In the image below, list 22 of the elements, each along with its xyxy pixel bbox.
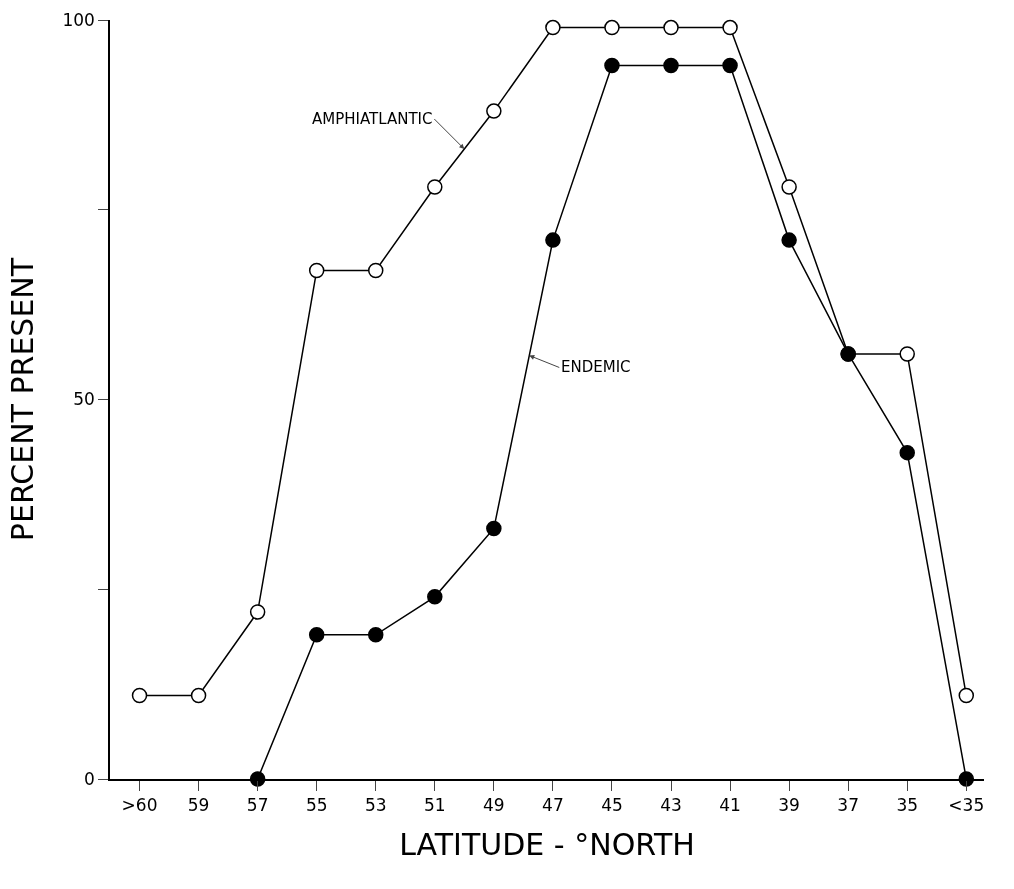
x-tick-label: 53 <box>364 795 387 816</box>
x-tick-label: 41 <box>719 795 741 816</box>
x-tick-label: 59 <box>187 795 210 816</box>
text: AMPHIATLANTIC <box>312 110 433 128</box>
x-tick-label: 37 <box>837 795 859 816</box>
x-tick-label: 55 <box>305 795 328 816</box>
x-tick-label: 47 <box>542 795 564 816</box>
x-tick-label: 49 <box>483 795 505 816</box>
y-tick-label: 50 <box>73 389 95 410</box>
x-tick-label: <35 <box>948 795 985 816</box>
x-tick-label: 51 <box>423 795 446 816</box>
x-tick-label: 43 <box>660 795 682 816</box>
x-tick-label: >60 <box>121 795 158 816</box>
x-axis-title: LATITUDE - °NORTH <box>399 827 695 863</box>
x-tick-label: 45 <box>601 795 623 816</box>
text: ENDEMIC <box>561 358 631 376</box>
x-tick-label: 35 <box>896 795 919 816</box>
y-axis-title: PERCENT PRESENT <box>4 257 40 542</box>
x-tick-label: 39 <box>778 795 800 816</box>
x-tick-label: 57 <box>246 795 269 816</box>
y-tick-label: 0 <box>84 768 95 789</box>
y-tick-label: 100 <box>62 9 95 30</box>
